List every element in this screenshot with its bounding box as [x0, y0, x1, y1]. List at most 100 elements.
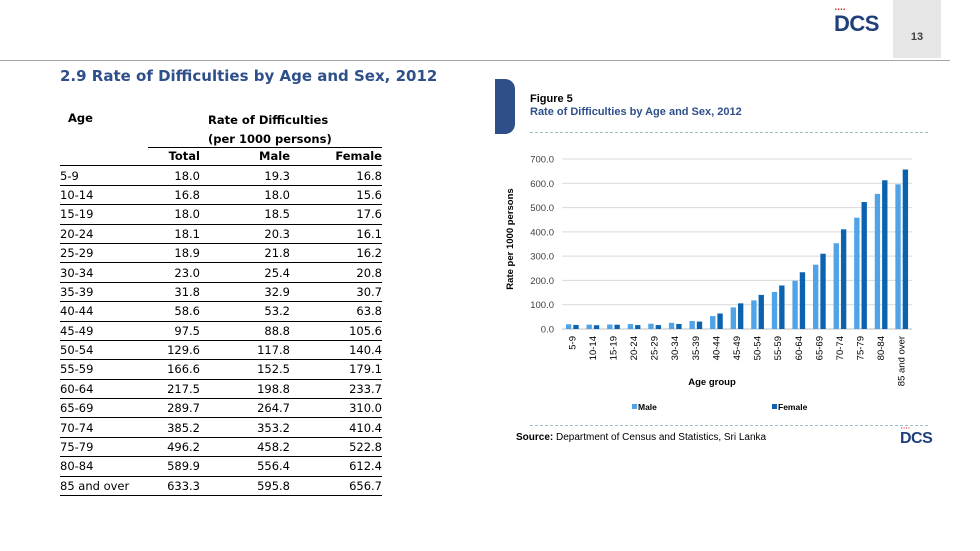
row-male: 264.7 — [257, 401, 290, 416]
row-male: 25.4 — [264, 265, 290, 280]
legend-label-female: Female — [778, 402, 808, 412]
row-female: 179.1 — [349, 362, 382, 377]
table-row: 15-19 18.0 18.5 17.6 — [60, 205, 382, 225]
row-male: 21.8 — [264, 246, 290, 261]
y-tick-label: 100.0 — [530, 300, 554, 311]
bar-male — [607, 324, 613, 329]
bar-female — [738, 303, 744, 329]
row-total: 18.0 — [174, 168, 200, 183]
x-axis-title: Age group — [688, 377, 736, 388]
x-tick-label: 20-24 — [629, 336, 640, 360]
row-female: 63.8 — [356, 304, 382, 319]
difficulty-rate-chart: 0.0 100.0 200.0 300.0 400.0 500.0 600.0 700.0 5-… — [505, 155, 912, 412]
row-total: 23.0 — [174, 265, 200, 280]
bar-male — [689, 321, 695, 329]
table-row: 80-84 589.9 556.4 612.4 — [60, 457, 382, 477]
x-tick-label: 60-64 — [794, 336, 805, 360]
bar-male — [895, 184, 901, 329]
row-female: 15.6 — [356, 187, 382, 202]
bar-female — [779, 285, 785, 329]
table-header-group: Age Rate of Difficulties (per 1000 perso… — [60, 107, 382, 148]
bar-female — [799, 272, 806, 329]
row-female: 30.7 — [356, 284, 382, 299]
bar-female — [840, 229, 847, 329]
row-total: 97.5 — [174, 323, 200, 338]
bar-male — [565, 324, 572, 329]
row-age: 40-44 — [60, 304, 94, 319]
bar-male — [833, 243, 839, 329]
x-tick-label: 75-79 — [856, 336, 867, 360]
x-tick-label: 5-9 — [567, 336, 578, 350]
table-row: 5-9 18.0 19.3 16.8 — [60, 166, 382, 186]
row-male: 198.8 — [257, 381, 290, 396]
row-male: 595.8 — [257, 478, 290, 493]
row-total: 129.6 — [167, 343, 200, 358]
bar-female — [696, 321, 703, 329]
table-row: 85 and over 633.3 595.8 656.7 — [60, 477, 382, 497]
row-total: 496.2 — [167, 440, 200, 455]
table-row: 75-79 496.2 458.2 522.8 — [60, 438, 382, 458]
row-age: 35-39 — [60, 284, 94, 299]
table-row: 40-44 58.6 53.2 63.8 — [60, 302, 382, 322]
y-tick-label: 500.0 — [530, 203, 554, 214]
row-female: 16.1 — [356, 226, 382, 241]
table-row: 45-49 97.5 88.8 105.6 — [60, 322, 382, 341]
x-tick-label: 50-54 — [753, 336, 764, 360]
row-total: 18.0 — [174, 207, 200, 222]
row-male: 20.3 — [264, 226, 290, 241]
source-text: Department of Census and Statistics, Sri… — [556, 432, 767, 443]
x-tick-label: 30-34 — [670, 336, 681, 360]
row-male: 88.8 — [264, 323, 290, 338]
bar-female — [902, 169, 909, 329]
row-age: 20-24 — [60, 226, 94, 241]
row-total: 18.9 — [174, 246, 200, 261]
row-age: 60-64 — [60, 381, 94, 396]
row-age: 25-29 — [60, 246, 94, 261]
bar-male — [813, 264, 819, 329]
bar-male — [854, 217, 860, 329]
table-row: 55-59 166.6 152.5 179.1 — [60, 360, 382, 380]
bar-male — [792, 280, 798, 329]
x-tick-label: 70-74 — [835, 336, 846, 360]
row-age: 10-14 — [60, 187, 94, 202]
bar-male — [751, 300, 757, 329]
logo-text: DCS — [834, 11, 879, 36]
row-male: 18.0 — [264, 187, 290, 202]
row-female: 16.2 — [356, 246, 382, 261]
row-total: 217.5 — [167, 381, 200, 396]
rate-header-line1: Rate of Difficulties — [208, 113, 329, 127]
row-female: 612.4 — [349, 459, 382, 474]
row-female: 656.7 — [349, 478, 382, 493]
row-female: 16.8 — [356, 168, 382, 183]
row-age: 70-74 — [60, 420, 94, 435]
column-header-row: Total Male Female — [60, 147, 382, 167]
page-number-box: 13 — [893, 0, 941, 58]
y-tick-label: 300.0 — [530, 252, 554, 263]
row-total: 18.1 — [174, 226, 200, 241]
bar-female — [882, 180, 888, 329]
bar-male — [627, 324, 634, 329]
column-header-female: Female — [335, 149, 382, 164]
bar-female — [861, 202, 867, 329]
table-row: 25-29 18.9 21.8 16.2 — [60, 244, 382, 264]
rate-header-line2: (per 1000 persons) — [208, 132, 332, 146]
x-tick-label: 25-29 — [650, 336, 661, 360]
row-female: 522.8 — [349, 440, 382, 455]
row-total: 289.7 — [167, 401, 200, 416]
x-tick-label: 40-44 — [711, 336, 722, 360]
x-tick-label: 10-14 — [588, 336, 599, 360]
bar-male — [668, 322, 675, 329]
bar-female — [655, 325, 661, 329]
x-tick-label: 45-49 — [732, 336, 743, 360]
bar-male — [771, 291, 778, 329]
x-tick-label: 80-84 — [876, 336, 887, 360]
dcs-logo-small: •••• DCS — [900, 425, 933, 448]
section-title: 2.9 Rate of Difficulties by Age and Sex,… — [60, 67, 438, 85]
bar-female — [635, 325, 641, 329]
table-row: 70-74 385.2 353.2 410.4 — [60, 418, 382, 438]
row-total: 58.6 — [174, 304, 200, 319]
row-male: 117.8 — [257, 343, 290, 358]
row-total: 31.8 — [174, 284, 200, 299]
row-female: 310.0 — [349, 401, 382, 416]
source-label: Source: — [516, 432, 554, 443]
